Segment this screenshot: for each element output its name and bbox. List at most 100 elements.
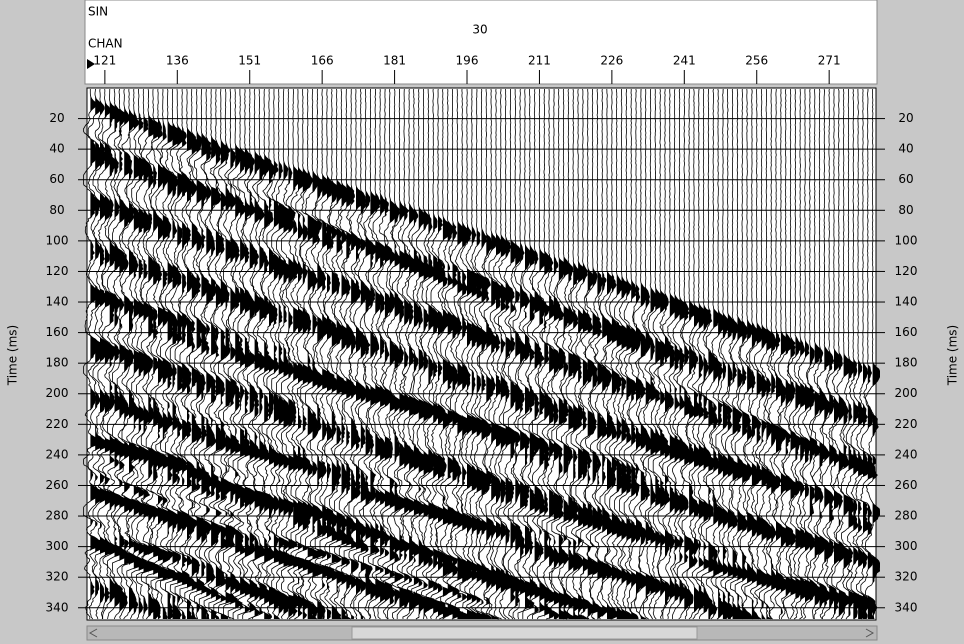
trace <box>121 88 137 620</box>
trace <box>251 88 267 620</box>
trace <box>174 89 190 620</box>
y-tick-label-right: 200 <box>895 386 918 400</box>
y-tick-label: 120 <box>46 264 69 278</box>
trace-fill <box>206 89 214 619</box>
trace-fill <box>698 89 706 619</box>
trace <box>522 89 538 619</box>
trace <box>551 88 567 620</box>
scrollbar[interactable] <box>86 625 878 641</box>
trace-fill <box>269 89 276 619</box>
trace <box>701 89 716 620</box>
trace-fill <box>211 89 219 619</box>
trace <box>445 88 461 620</box>
trace-fill <box>293 89 301 619</box>
y-tick-label: 280 <box>46 509 69 523</box>
trace <box>324 88 340 620</box>
trace-fill <box>776 89 783 619</box>
scroll-left[interactable] <box>88 628 98 638</box>
trace <box>435 88 451 620</box>
trace <box>676 88 692 620</box>
y-tick-label-right: 120 <box>895 264 918 278</box>
marker <box>87 59 95 69</box>
trace <box>517 88 533 620</box>
trace-fill <box>167 89 175 619</box>
trace <box>449 88 465 619</box>
y-tick-label-right: 160 <box>895 325 918 339</box>
trace <box>585 88 601 620</box>
trace-fill <box>471 89 479 619</box>
y-tick-label-right: 80 <box>898 203 913 217</box>
y-tick-label-right: 60 <box>898 172 913 186</box>
y-tick-label-right: 280 <box>895 509 918 523</box>
trace <box>565 88 581 619</box>
trace-fill <box>351 89 359 619</box>
scroll-right[interactable] <box>865 628 875 638</box>
trace-fill <box>389 89 397 619</box>
trace-fill <box>742 89 750 619</box>
trace <box>831 88 847 620</box>
y-tick-label: 80 <box>49 203 64 217</box>
trace-fill <box>809 89 817 619</box>
scroll-thumb[interactable] <box>351 626 698 640</box>
trace <box>725 88 740 619</box>
trace-fill <box>327 89 334 619</box>
trace <box>406 88 422 620</box>
trace <box>672 88 687 619</box>
trace <box>372 88 388 620</box>
trace <box>560 88 576 620</box>
x-tick-label: 196 <box>456 54 479 68</box>
y-tick-label-right: 340 <box>895 600 918 614</box>
trace-fill <box>737 89 745 619</box>
trace-fill <box>515 89 523 619</box>
trace <box>411 88 427 620</box>
trace <box>454 88 470 619</box>
trace <box>329 88 345 620</box>
trace <box>855 88 871 620</box>
trace <box>570 88 586 620</box>
x-tick-label: 121 <box>93 54 116 68</box>
x-tick-label: 151 <box>238 54 261 68</box>
trace <box>710 88 726 620</box>
trace <box>145 88 161 620</box>
y-tick-label-right: 140 <box>895 295 918 309</box>
trace-fill <box>636 89 643 619</box>
trace-fill <box>616 89 624 619</box>
trace-fill <box>298 89 305 619</box>
trace <box>266 89 282 620</box>
trace <box>546 89 562 620</box>
trace-fill <box>824 89 832 619</box>
trace <box>681 88 697 620</box>
y-tick-label: 60 <box>49 172 64 186</box>
trace <box>720 89 736 620</box>
y-axis-label: Time (ms) <box>6 325 20 387</box>
trace-fill <box>529 89 537 619</box>
y-tick-label: 180 <box>46 356 69 370</box>
trace-fill <box>442 89 450 619</box>
trace-fill <box>249 89 257 619</box>
traces <box>83 88 881 620</box>
trace <box>280 88 296 620</box>
trace-fill <box>843 89 851 619</box>
y-tick-label: 20 <box>49 111 64 125</box>
trace-fill <box>346 89 354 619</box>
trace-fill <box>665 89 672 619</box>
trace <box>459 88 475 619</box>
trace-fill <box>467 89 474 619</box>
trace-fill <box>694 89 701 619</box>
trace <box>643 88 658 620</box>
trace-fill <box>578 89 586 619</box>
trace-fill <box>655 89 663 619</box>
trace-fill <box>196 89 204 619</box>
trace-fill <box>500 89 508 619</box>
trace-fill <box>684 89 692 619</box>
trace-fill <box>727 89 735 619</box>
trace-fill <box>747 89 755 619</box>
trace-fill <box>607 89 614 619</box>
trace <box>836 88 851 620</box>
trace-fill <box>814 89 822 619</box>
trace-fill <box>95 89 103 619</box>
y-tick-label: 100 <box>46 233 69 247</box>
trace <box>739 88 755 620</box>
trace-fill <box>409 89 417 619</box>
trace <box>131 88 147 620</box>
